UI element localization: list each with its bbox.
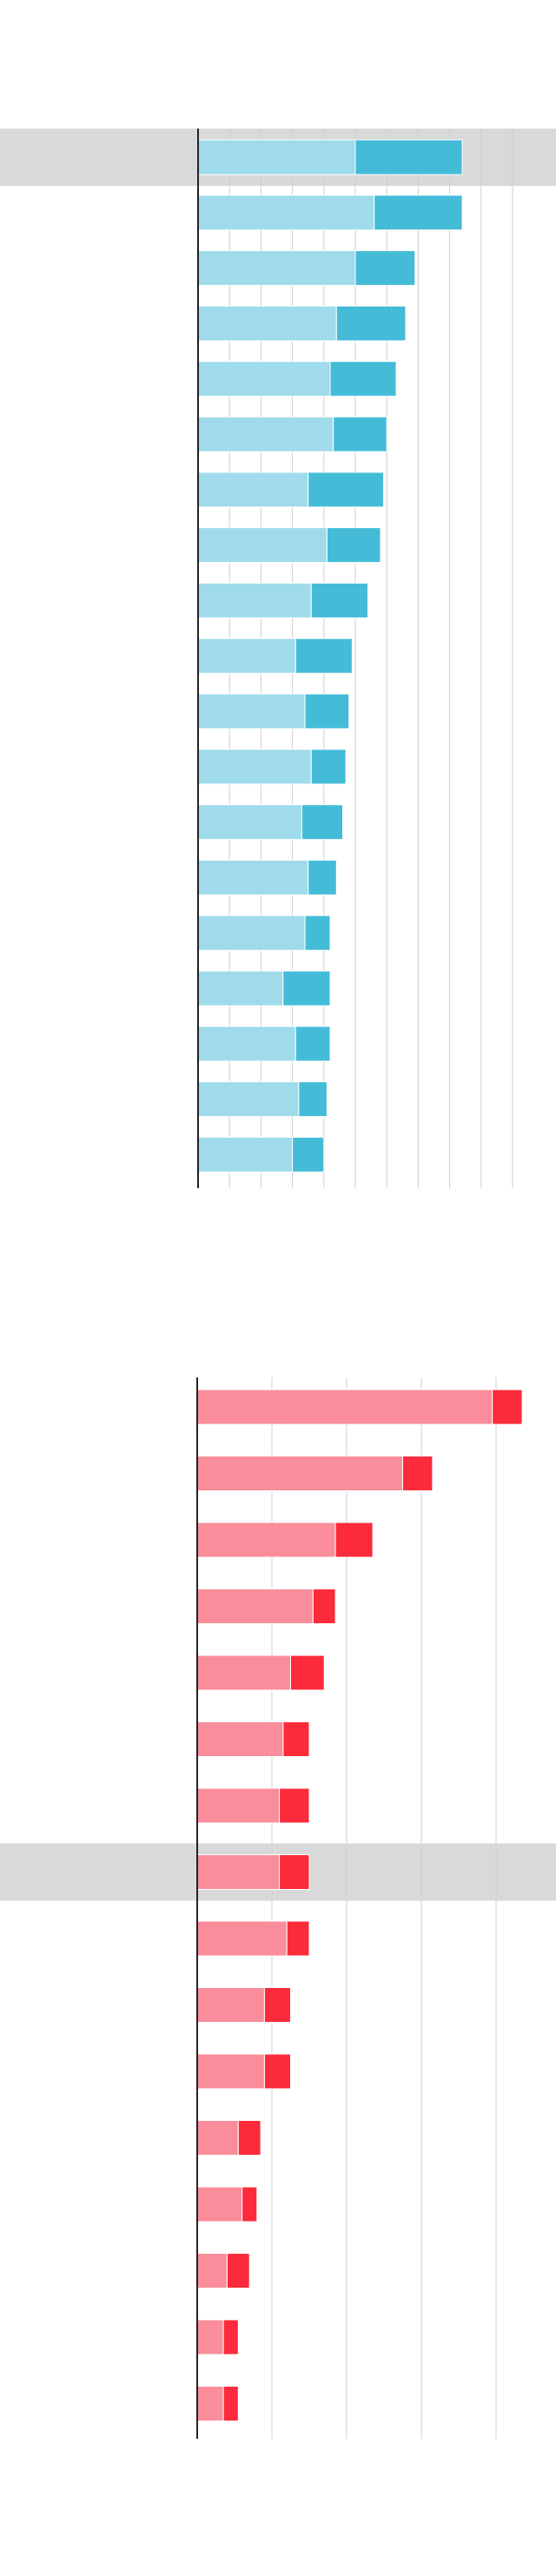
bar-segment-secondary [292, 1136, 325, 1172]
bar-segment-primary [197, 804, 302, 841]
bar-segment-primary [196, 2386, 224, 2421]
bar-segment-primary [196, 1389, 493, 1425]
bar-segment-primary [196, 2186, 243, 2223]
bar-segment-primary [196, 2319, 224, 2355]
bar-segment-secondary [333, 416, 387, 452]
bar-segment-primary [197, 1081, 300, 1118]
bar-segment-primary [196, 2120, 239, 2156]
bar-segment-secondary [290, 1655, 325, 1691]
bar-segment-secondary [279, 1854, 310, 1890]
bar-segment-secondary [492, 1389, 523, 1425]
bar-segment-primary [197, 139, 356, 175]
bar-segment-primary [197, 416, 334, 452]
bar-segment-secondary [226, 2253, 250, 2289]
bar-segment-primary [196, 1721, 284, 1757]
bar-segment-secondary [312, 1589, 336, 1624]
bar-segment-secondary [334, 1522, 374, 1558]
bar-segment-primary [197, 915, 306, 951]
bar-segment-primary [197, 360, 331, 397]
bar-segment-primary [196, 1987, 265, 2023]
bar-segment-secondary [402, 1456, 434, 1491]
top-stacked-bar-chart [0, 129, 556, 1188]
bar-segment-secondary [374, 195, 463, 231]
bar-segment-primary [196, 1854, 281, 1890]
bar-segment-secondary [222, 2319, 239, 2355]
bar-segment-primary [197, 305, 337, 341]
bar-segment-primary [197, 250, 356, 287]
bar-segment-secondary [310, 749, 347, 785]
bar-segment-secondary [310, 582, 368, 618]
bar-segment-secondary [308, 859, 337, 895]
bar-segment-primary [197, 1026, 296, 1062]
bar-segment-secondary [326, 527, 381, 564]
bar-segment-primary [196, 1522, 336, 1558]
bar-segment-secondary [354, 250, 416, 287]
bar-segment-primary [197, 693, 306, 730]
bar-segment-secondary [298, 1081, 328, 1118]
bar-segment-primary [197, 637, 296, 674]
bar-segment-primary [196, 1787, 281, 1824]
bar-segment-primary [197, 749, 312, 785]
bar-segment-primary [197, 582, 312, 618]
bar-segment-primary [197, 472, 309, 508]
bottom-stacked-bar-chart [0, 1377, 556, 2439]
bar-segment-secondary [308, 472, 385, 508]
bar-segment-secondary [304, 693, 350, 730]
bar-segment-secondary [263, 2053, 291, 2090]
bar-segment-primary [196, 1920, 288, 1957]
bar-segment-primary [197, 527, 328, 564]
bar-segment-primary [196, 1589, 314, 1624]
bar-segment-primary [196, 1655, 291, 1691]
bar-segment-secondary [304, 915, 331, 951]
bar-segment-primary [197, 859, 309, 895]
bar-segment-secondary [237, 2120, 261, 2156]
bar-segment-primary [196, 2253, 228, 2289]
bar-segment-secondary [295, 637, 353, 674]
bar-segment-secondary [301, 804, 344, 841]
bar-segment-primary [196, 2053, 265, 2090]
bar-segment-secondary [222, 2386, 239, 2421]
bar-segment-secondary [329, 360, 397, 397]
bar-segment-secondary [282, 970, 331, 1007]
bar-segment-primary [197, 195, 375, 231]
bar-segment-primary [197, 1136, 294, 1172]
bar-segment-secondary [286, 1920, 310, 1957]
bar-segment-secondary [282, 1721, 310, 1757]
bar-segment-secondary [279, 1787, 310, 1824]
bar-segment-secondary [263, 1987, 291, 2023]
bar-segment-secondary [242, 2186, 258, 2223]
bar-segment-secondary [335, 305, 407, 341]
bar-segment-primary [196, 1456, 403, 1491]
bar-segment-secondary [354, 139, 463, 175]
bar-segment-primary [197, 970, 284, 1007]
bar-segment-secondary [295, 1026, 331, 1062]
